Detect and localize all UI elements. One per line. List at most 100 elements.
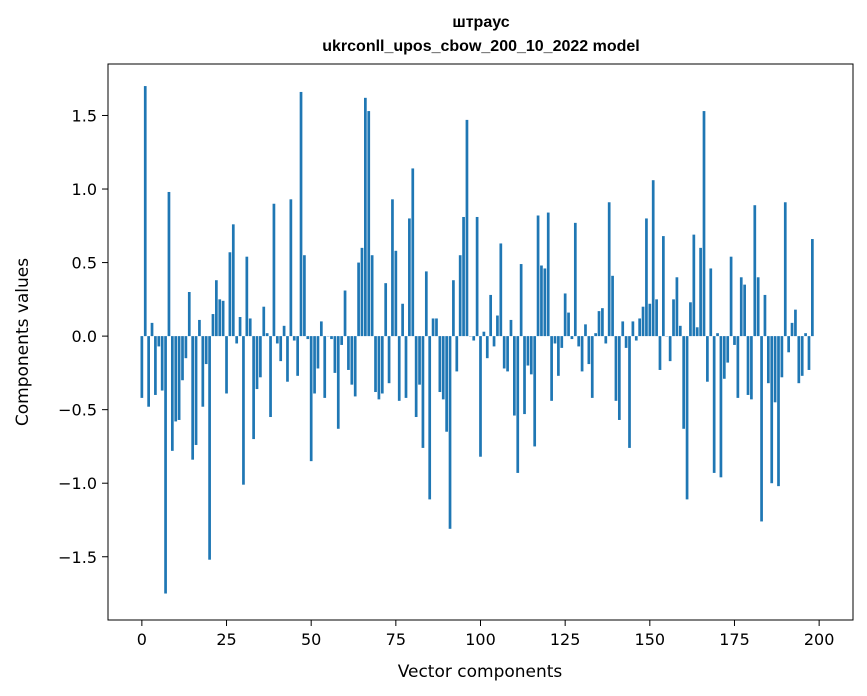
bar-72 (384, 283, 388, 337)
bars-group (140, 86, 814, 594)
bar-175 (733, 336, 736, 345)
bar-127 (570, 336, 574, 340)
bar-177 (739, 277, 743, 337)
bar-112 (519, 264, 523, 337)
y-tick-label: −1.0 (58, 474, 97, 493)
bar-186 (770, 336, 774, 484)
bar-22 (215, 280, 218, 337)
bar-42 (282, 325, 286, 337)
bar-95 (462, 216, 465, 337)
bar-6 (160, 336, 164, 391)
bar-1 (143, 86, 147, 337)
bar-116 (533, 336, 537, 447)
ticks-group: 0 25 50 75 100 125 150 175 200 −1.5 −1.0 −0.5 0.0 0.5… (58, 106, 834, 649)
bar-154 (662, 236, 665, 337)
bar-102 (485, 336, 489, 359)
bar-28 (235, 336, 239, 344)
y-tick-label: 1.5 (72, 106, 97, 125)
bar-78 (404, 336, 408, 398)
bar-82 (418, 336, 421, 385)
bar-113 (523, 336, 526, 415)
bar-38 (269, 336, 272, 418)
x-axis-label: Vector components (398, 662, 563, 682)
bar-94 (458, 255, 462, 337)
bar-160 (682, 336, 686, 429)
bar-158 (675, 277, 679, 337)
bar-187 (773, 336, 777, 403)
bar-23 (218, 299, 222, 337)
bar-189 (780, 336, 784, 378)
bar-5 (157, 336, 161, 347)
bar-197 (807, 336, 811, 370)
bar-67 (367, 111, 371, 337)
bar-37 (265, 333, 269, 337)
bar-164 (695, 327, 699, 337)
bar-161 (685, 336, 689, 500)
bar-167 (706, 336, 709, 382)
bar-142 (621, 321, 625, 337)
bar-74 (391, 199, 394, 337)
bar-41 (279, 336, 283, 362)
bar-120 (546, 212, 550, 337)
bar-136 (601, 308, 604, 337)
bar-107 (502, 336, 506, 369)
bar-66 (364, 97, 367, 337)
bar-178 (743, 284, 746, 337)
bar-135 (597, 311, 601, 337)
bar-62 (350, 336, 354, 385)
bar-61 (347, 336, 350, 370)
bar-85 (428, 336, 432, 500)
bar-81 (414, 336, 418, 418)
bar-15 (191, 336, 195, 460)
bar-80 (411, 168, 415, 337)
bar-185 (766, 336, 770, 384)
bar-4 (154, 336, 157, 395)
bar-70 (377, 336, 381, 400)
bar-166 (702, 111, 706, 337)
bar-191 (787, 336, 791, 353)
bar-33 (252, 336, 255, 440)
bar-134 (594, 333, 597, 337)
bar-39 (272, 203, 276, 337)
bar-92 (452, 280, 455, 337)
bar-171 (719, 336, 723, 478)
bar-174 (729, 256, 733, 337)
bar-48 (303, 255, 306, 337)
bar-141 (617, 336, 621, 420)
bar-98 (472, 336, 476, 341)
bar-132 (587, 336, 591, 365)
bar-137 (604, 336, 608, 344)
bar-86 (431, 318, 435, 337)
bar-172 (722, 336, 726, 379)
bar-50 (309, 336, 313, 462)
bar-65 (360, 247, 364, 337)
bar-162 (689, 302, 692, 337)
bar-40 (275, 336, 279, 344)
bar-195 (800, 336, 804, 376)
x-tick-label: 150 (635, 630, 666, 649)
bar-10 (174, 336, 178, 422)
bar-83 (421, 336, 425, 448)
bar-59 (340, 336, 344, 345)
bar-165 (699, 247, 702, 337)
bar-26 (228, 252, 232, 337)
x-tick-label: 175 (719, 630, 750, 649)
bar-123 (557, 336, 560, 376)
chart-title: штраус (452, 14, 509, 31)
bar-63 (353, 336, 357, 397)
bar-13 (184, 336, 188, 359)
bar-159 (678, 325, 682, 337)
bar-190 (783, 202, 787, 337)
bar-99 (475, 216, 479, 337)
bar-150 (648, 303, 652, 337)
bar-184 (763, 294, 767, 337)
bar-25 (225, 336, 228, 394)
bar-108 (506, 336, 509, 372)
bar-119 (543, 268, 547, 337)
bar-126 (567, 312, 570, 337)
bar-130 (580, 336, 584, 372)
bar-121 (550, 336, 553, 401)
bar-145 (631, 321, 635, 337)
bar-143 (624, 336, 628, 348)
bar-3 (150, 322, 154, 337)
